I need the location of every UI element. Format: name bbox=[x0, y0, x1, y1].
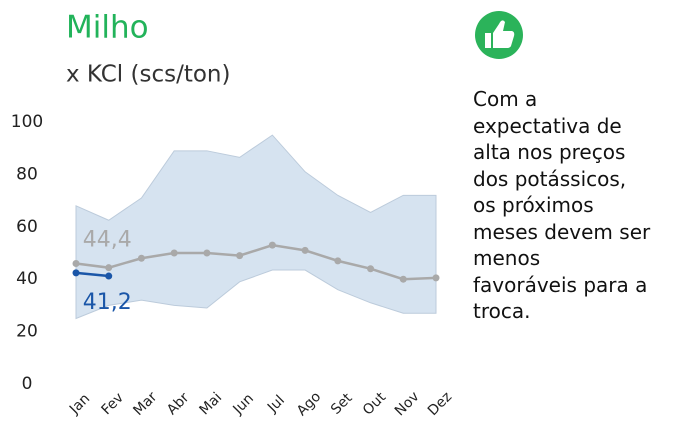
series-point bbox=[268, 241, 276, 249]
note-line: os próximos bbox=[473, 193, 594, 217]
series-point bbox=[301, 246, 309, 254]
note-line: alta nos preços bbox=[473, 140, 626, 164]
x-tick-label: Nov bbox=[392, 389, 423, 420]
data-label: 41,2 bbox=[83, 290, 132, 315]
series-point bbox=[105, 272, 113, 280]
x-tick-label: Jun bbox=[230, 391, 257, 418]
data-label: 44,4 bbox=[83, 228, 132, 253]
series-line bbox=[75, 243, 437, 281]
note-line: menos bbox=[473, 246, 541, 270]
note-line: troca. bbox=[473, 299, 531, 323]
y-tick-label: 0 bbox=[22, 374, 33, 394]
series-point bbox=[399, 275, 407, 283]
y-tick-label: 20 bbox=[16, 322, 38, 342]
x-tick-label: Jan bbox=[66, 391, 93, 418]
series-point bbox=[367, 265, 375, 273]
x-tick-label: Mai bbox=[197, 390, 226, 419]
x-tick-label: Jul bbox=[264, 392, 288, 416]
x-tick-label: Ago bbox=[294, 389, 324, 419]
x-tick-label: Abr bbox=[164, 390, 193, 419]
note: Com a expectativa de alta nos preços dos po… bbox=[473, 86, 686, 325]
series-point bbox=[170, 249, 178, 257]
series-point bbox=[105, 264, 113, 272]
series-point bbox=[203, 249, 211, 257]
note-line: favoráveis para a bbox=[473, 272, 648, 297]
series-point bbox=[137, 254, 145, 262]
note-line: dos potássicos, bbox=[473, 166, 627, 191]
thumbs-up-icon bbox=[475, 11, 523, 59]
y-tick-label: 40 bbox=[16, 269, 38, 289]
note-line: expectativa de bbox=[473, 113, 622, 138]
series-point bbox=[72, 259, 80, 267]
x-tick-label: Dez bbox=[425, 389, 455, 419]
note-line: Com a bbox=[473, 87, 538, 111]
y-tick-label: 60 bbox=[16, 217, 38, 237]
note-line: meses devem ser bbox=[473, 219, 651, 244]
y-tick-label: 80 bbox=[16, 164, 38, 184]
series-point bbox=[236, 252, 244, 260]
x-tick-label: Fev bbox=[99, 390, 127, 418]
chart-subtitle: x KCl (scs/ton) bbox=[66, 62, 230, 88]
chart-title: Milho bbox=[66, 10, 149, 46]
series-point bbox=[72, 269, 80, 277]
x-tick-label: Out bbox=[360, 389, 390, 419]
x-tick-label: Set bbox=[328, 390, 356, 418]
series-point bbox=[432, 274, 440, 282]
x-tick-label: Mar bbox=[130, 389, 160, 419]
band-area bbox=[75, 134, 437, 320]
series-line bbox=[75, 271, 109, 278]
y-tick-label: 100 bbox=[11, 112, 43, 132]
series-point bbox=[334, 257, 342, 265]
